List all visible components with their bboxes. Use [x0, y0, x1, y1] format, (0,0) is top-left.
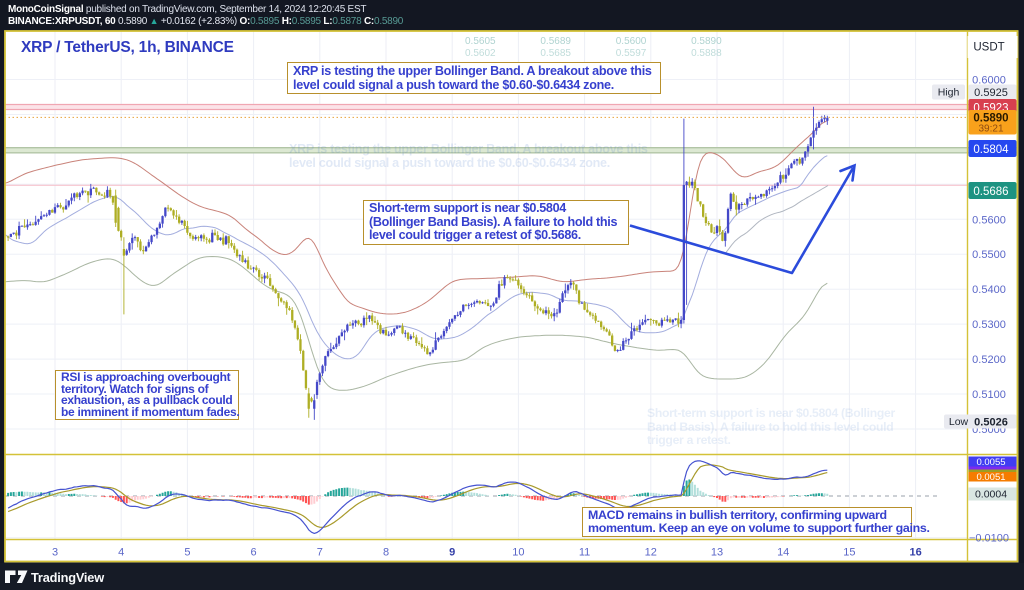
- svg-text:USDT: USDT: [973, 42, 1004, 54]
- svg-text:7: 7: [317, 547, 323, 559]
- svg-text:0.5925: 0.5925: [974, 87, 1008, 99]
- svg-text:0.5026: 0.5026: [974, 417, 1008, 429]
- svg-text:0.5400: 0.5400: [972, 284, 1006, 296]
- svg-text:16: 16: [909, 547, 921, 559]
- svg-text:0.0004: 0.0004: [975, 489, 1007, 501]
- svg-text:11: 11: [579, 547, 590, 559]
- svg-text:0.5200: 0.5200: [972, 354, 1006, 366]
- svg-text:0.5500: 0.5500: [972, 249, 1006, 261]
- svg-text:10: 10: [512, 547, 524, 559]
- svg-text:0.6000: 0.6000: [972, 75, 1006, 87]
- svg-text:12: 12: [645, 547, 657, 559]
- svg-text:0.5300: 0.5300: [972, 319, 1006, 331]
- svg-text:0.5600: 0.5600: [972, 214, 1006, 226]
- svg-text:6: 6: [251, 547, 257, 559]
- svg-text:13: 13: [711, 547, 723, 559]
- svg-text:9: 9: [449, 547, 455, 559]
- svg-text:TradingView: TradingView: [31, 570, 104, 585]
- svg-text:14: 14: [777, 547, 789, 559]
- svg-text:Low: Low: [949, 416, 969, 428]
- svg-text:−0.0100: −0.0100: [969, 533, 1009, 545]
- svg-text:3: 3: [52, 547, 58, 559]
- svg-text:0.5686: 0.5686: [973, 186, 1008, 198]
- svg-text:0.5804: 0.5804: [973, 144, 1009, 156]
- svg-text:39:21: 39:21: [978, 124, 1003, 135]
- svg-text:4: 4: [118, 547, 124, 559]
- svg-text:5: 5: [184, 547, 190, 559]
- svg-text:8: 8: [383, 547, 389, 559]
- svg-text:0.5890: 0.5890: [973, 113, 1008, 125]
- svg-text:0.5100: 0.5100: [972, 389, 1006, 401]
- svg-text:0.0055: 0.0055: [976, 457, 1005, 468]
- svg-text:High: High: [938, 87, 960, 99]
- svg-text:0.0051: 0.0051: [976, 472, 1005, 483]
- svg-text:15: 15: [843, 547, 855, 559]
